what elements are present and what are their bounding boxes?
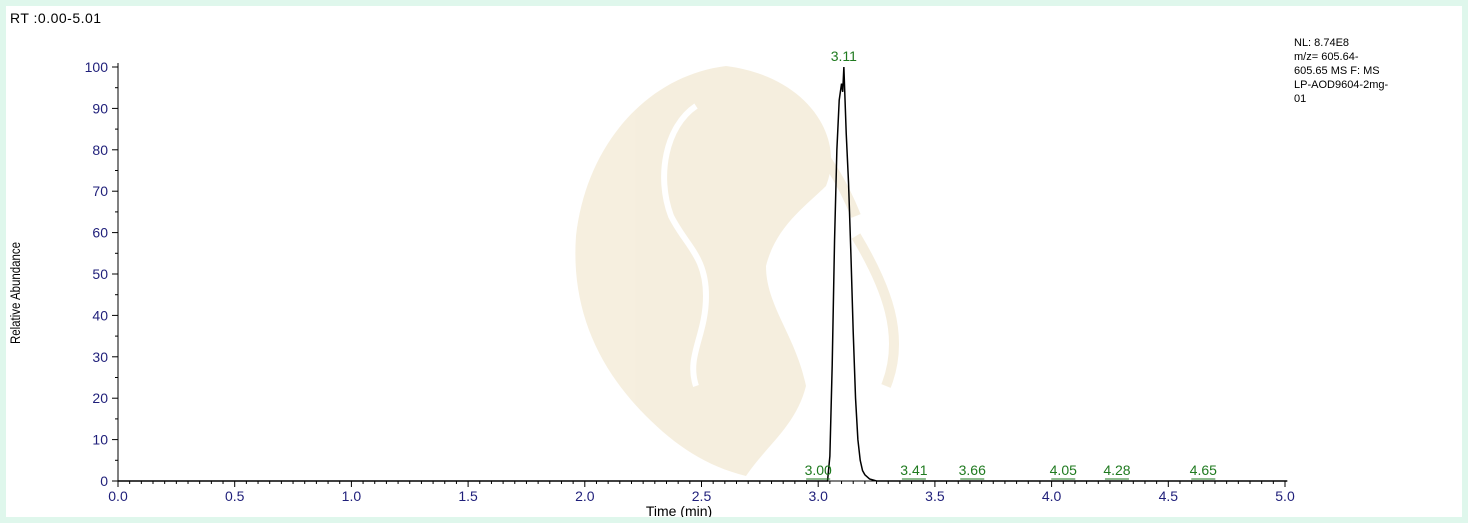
y-tick-label: 60 [92,225,108,241]
y-tick-label: 90 [92,100,108,116]
peak-label: 3.11 [831,48,857,64]
peak-label: 3.41 [900,462,927,478]
x-axis-ticks: 0.0 0.5 1.0 1.5 2.0 2.5 3.0 3.5 4.0 4.5 5.0 [108,481,1295,504]
rt-range-label: RT :0.00-5.01 [10,10,102,26]
chromatogram-frame: RT :0.00-5.01 0 10 20 30 40 50 60 70 80 90 100 0.0… [6,6,1462,517]
info-box: NL: 8.74E8 m/z= 605.64- 605.65 MS F: MS LP-… [1294,37,1388,105]
peak-label: 3.66 [959,462,986,478]
peak-label: 4.28 [1103,462,1130,478]
x-tick-label: 0.0 [108,488,128,504]
peak-label: 4.65 [1190,462,1217,478]
info-line: NL: 8.74E8 [1294,37,1349,49]
x-tick-label: 0.5 [225,488,245,504]
y-tick-label: 0 [100,473,108,489]
x-tick-label: 4.5 [1159,488,1179,504]
y-tick-label: 10 [92,432,108,448]
y-tick-label: 40 [92,307,108,323]
peak-labels: 3.11 3.00 3.41 3.66 4.05 4.28 4.65 [805,48,1217,480]
trace-layer [118,66,1288,482]
chromatogram-trace [118,66,1288,482]
y-tick-label: 30 [92,349,108,365]
x-tick-label: 3.5 [925,488,945,504]
info-line: 605.65 MS F: MS [1294,65,1380,77]
x-tick-label: 2.5 [692,488,712,504]
peak-label: 4.05 [1050,462,1077,478]
peak-label: 3.00 [805,462,832,478]
info-line: LP-AOD9604-2mg- [1294,79,1388,91]
y-axis-title: Relative Abundance [7,242,23,344]
info-line: m/z= 605.64- [1294,51,1359,63]
y-tick-label: 80 [92,142,108,158]
x-tick-label: 3.0 [808,488,828,504]
x-axis-title: Time (min) [646,503,712,517]
y-axis-ticks: 0 10 20 30 40 50 60 70 80 90 100 [85,59,118,489]
x-tick-label: 1.0 [342,488,362,504]
y-tick-label: 70 [92,183,108,199]
x-tick-label: 4.0 [1042,488,1062,504]
x-tick-label: 2.0 [575,488,595,504]
y-tick-label: 50 [92,266,108,282]
x-tick-label: 1.5 [458,488,478,504]
x-tick-label: 5.0 [1275,488,1295,504]
y-tick-label: 100 [85,59,109,75]
y-tick-label: 20 [92,390,108,406]
lion-watermark-icon [575,66,899,476]
info-line: 01 [1294,93,1306,105]
